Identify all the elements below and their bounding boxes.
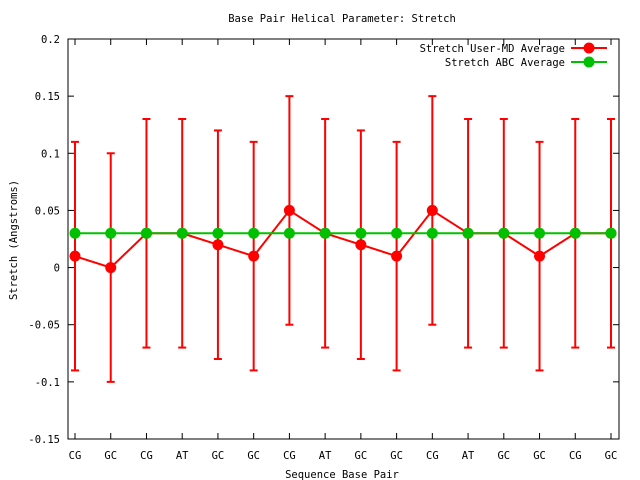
x-tick-label: AT [319,450,332,462]
x-tick-label: AT [176,450,189,462]
data-point-abc [391,227,403,239]
x-tick-label: CG [140,450,153,462]
y-tick-label: -0.1 [35,377,60,389]
data-point-abc [569,227,581,239]
data-point-abc [534,227,546,239]
data-point-user-md [355,239,367,251]
x-tick-label: CG [426,450,439,462]
data-point-user-md [105,262,117,274]
x-tick-label: GC [605,450,618,462]
legend-label: Stretch User-MD Average [420,43,565,55]
data-point-abc [176,227,188,239]
data-point-user-md [391,250,403,262]
data-point-abc [426,227,438,239]
x-tick-label: CG [283,450,296,462]
data-point-abc [212,227,224,239]
x-axis-label: Sequence Base Pair [285,469,399,480]
data-point-abc [140,227,152,239]
data-point-abc [462,227,474,239]
data-point-abc [355,227,367,239]
x-tick-label: GC [533,450,546,462]
y-tick-label: 0 [54,263,60,275]
legend-label: Stretch ABC Average [445,57,565,69]
y-tick-label: 0.1 [41,148,60,160]
x-tick-label: CG [569,450,582,462]
y-tick-label: -0.05 [28,320,60,332]
data-point-abc [283,227,295,239]
y-tick-label: 0.2 [41,34,60,46]
legend-marker [583,42,595,54]
chart-title: Base Pair Helical Parameter: Stretch [228,13,456,25]
data-point-user-md [426,204,438,216]
data-point-user-md [248,250,260,262]
series-line-user-md [74,209,611,269]
x-tick-label: GC [104,450,117,462]
data-point-user-md [69,250,81,262]
x-tick-label: GC [247,450,260,462]
data-point-abc [319,227,331,239]
data-point-user-md [534,250,546,262]
y-axis-label: Stretch (Angstroms) [8,180,20,300]
y-tick-label: 0.05 [35,205,60,217]
x-tick-label: AT [462,450,475,462]
x-tick-label: CG [69,450,82,462]
legend-marker [583,56,595,68]
x-tick-label: GC [355,450,368,462]
y-tick-label: 0.15 [35,91,60,103]
data-point-abc [498,227,510,239]
data-point-user-md [212,239,224,251]
data-point-abc [69,227,81,239]
data-point-abc [605,227,617,239]
x-tick-label: GC [390,450,403,462]
plot-frame [67,38,620,440]
y-tick-label: -0.15 [28,434,60,446]
data-point-abc [105,227,117,239]
x-tick-label: GC [497,450,510,462]
data-point-abc [248,227,260,239]
x-tick-label: GC [212,450,225,462]
legend: Stretch User-MD Average Stretch ABC Avera… [420,42,607,69]
plot-area: -0.15 -0.1 -0.05 0 0.05 0.1 0.15 0.2 CG GC CG AT GC G… [28,34,620,462]
data-point-user-md [283,204,295,216]
